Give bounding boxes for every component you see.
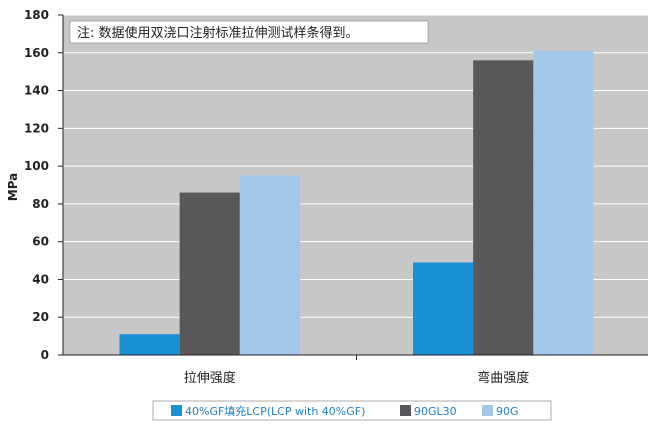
y-tick-label: 60 bbox=[32, 235, 49, 249]
y-axis-label: MPa bbox=[6, 173, 20, 202]
y-tick-label: 20 bbox=[32, 310, 49, 324]
category-label: 拉伸强度 bbox=[184, 370, 236, 386]
bar bbox=[179, 192, 240, 355]
legend-swatch bbox=[482, 405, 493, 416]
y-tick-label: 40 bbox=[32, 272, 49, 286]
legend: 40%GF填充LCP(LCP with 40%GF) 90GL30 90G bbox=[171, 404, 519, 418]
chart-note: 注: 数据使用双浇口注射标准拉伸测试样条得到。 bbox=[77, 25, 359, 41]
y-tick-label: 160 bbox=[24, 46, 49, 60]
category-labels: 拉伸强度 弯曲强度 bbox=[184, 370, 530, 386]
bar bbox=[473, 60, 534, 355]
legend-box bbox=[152, 400, 552, 421]
legend-swatch bbox=[171, 405, 182, 416]
bar bbox=[119, 334, 180, 355]
y-tick-label: 140 bbox=[24, 84, 49, 98]
bar bbox=[412, 262, 474, 355]
legend-label: 90G bbox=[496, 405, 519, 418]
y-tick-label: 180 bbox=[24, 8, 49, 22]
legend-swatch bbox=[400, 405, 411, 416]
legend-label: 40%GF填充LCP(LCP with 40%GF) bbox=[185, 404, 365, 418]
y-tick-label: 0 bbox=[41, 348, 49, 362]
bar bbox=[533, 50, 594, 356]
legend-label: 90GL30 bbox=[414, 405, 457, 418]
y-tick-labels: 0 20 40 60 80 100 120 140 160 180 bbox=[24, 8, 49, 362]
category-label: 弯曲强度 bbox=[477, 370, 529, 386]
bar bbox=[239, 175, 301, 355]
y-tick-label: 120 bbox=[24, 121, 49, 135]
y-tick-label: 100 bbox=[24, 159, 49, 173]
bars bbox=[119, 50, 594, 356]
y-tick-label: 80 bbox=[32, 197, 49, 211]
note-box bbox=[69, 20, 429, 44]
axes bbox=[58, 14, 648, 360]
